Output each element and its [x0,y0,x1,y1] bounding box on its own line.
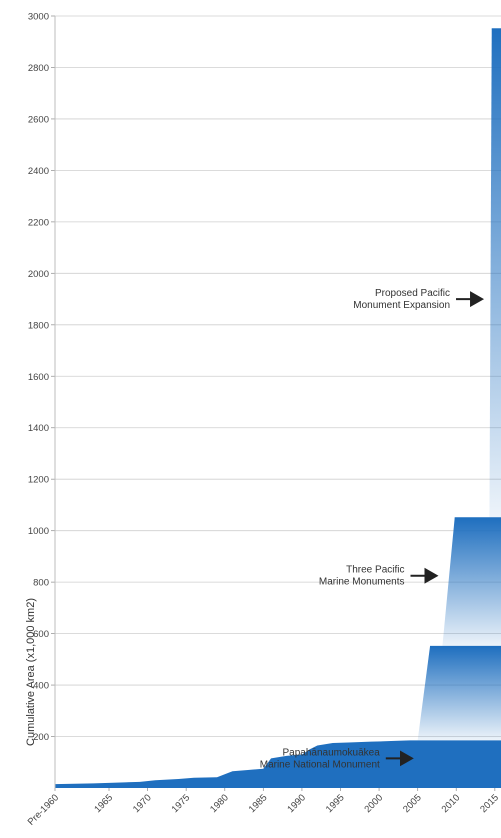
x-tick-label-1965: 1965 [92,792,115,815]
x-tick-label-2000: 2000 [362,792,385,815]
y-tick-label-2800: 2800 [28,63,49,74]
y-tick-label-1800: 1800 [28,320,49,331]
axes [51,15,496,791]
x-tick-label-2010: 2010 [440,792,463,815]
x-tick-label-1980: 1980 [208,792,231,815]
x-tick-label-1985: 1985 [247,792,270,815]
y-tick-label-1000: 1000 [28,526,49,537]
x-tick-label-Pre-1960: Pre-1960 [26,792,61,827]
x-tick-label-2005: 2005 [401,792,424,815]
annotation-label-1: Proposed Pacific Monument Expansion [353,288,450,311]
y-tick-labels: 200 400 600 800 1000 1200 1400 1600 1800 2000 2200… [28,12,49,744]
y-tick-label-1600: 1600 [28,372,49,383]
y-tick-label-1400: 1400 [28,423,49,434]
y-tick-label-800: 800 [33,578,49,589]
base-area [55,740,501,788]
y-tick-label-3000: 3000 [28,12,49,23]
x-tick-label-2015: 2015 [478,792,501,815]
y-tick-label-1200: 1200 [28,475,49,486]
y-tick-label-200: 200 [33,732,49,743]
step-area-3 [489,28,501,518]
annotations: Proposed Pacific Monument Expansion Three … [260,288,485,770]
y-tick-label-2400: 2400 [28,166,49,177]
x-tick-label-1975: 1975 [170,792,193,815]
x-tick-label-1995: 1995 [324,792,347,815]
area-series [55,28,501,788]
y-tick-label-600: 600 [33,629,49,640]
step-area-1 [417,646,501,741]
grid-lines [55,15,501,737]
annotation-label-3: Papahānaumokuākea Marine National Monumen… [260,747,380,770]
x-tick-label-1990: 1990 [285,792,308,815]
y-tick-label-2600: 2600 [28,114,49,125]
annotation-label-2: Three Pacific Marine Monuments [319,565,405,588]
y-axis-label: Cumulative Area (x1,000 km2) [25,598,37,746]
y-tick-label-400: 400 [33,681,49,692]
y-tick-label-2200: 2200 [28,217,49,228]
step-area-2 [442,517,501,647]
y-tick-label-2000: 2000 [28,269,49,280]
x-tick-labels: Pre-1960 1965 1970 1975 1980 1985 1990 1995 2000… [26,792,501,827]
x-tick-label-1970: 1970 [131,792,154,815]
